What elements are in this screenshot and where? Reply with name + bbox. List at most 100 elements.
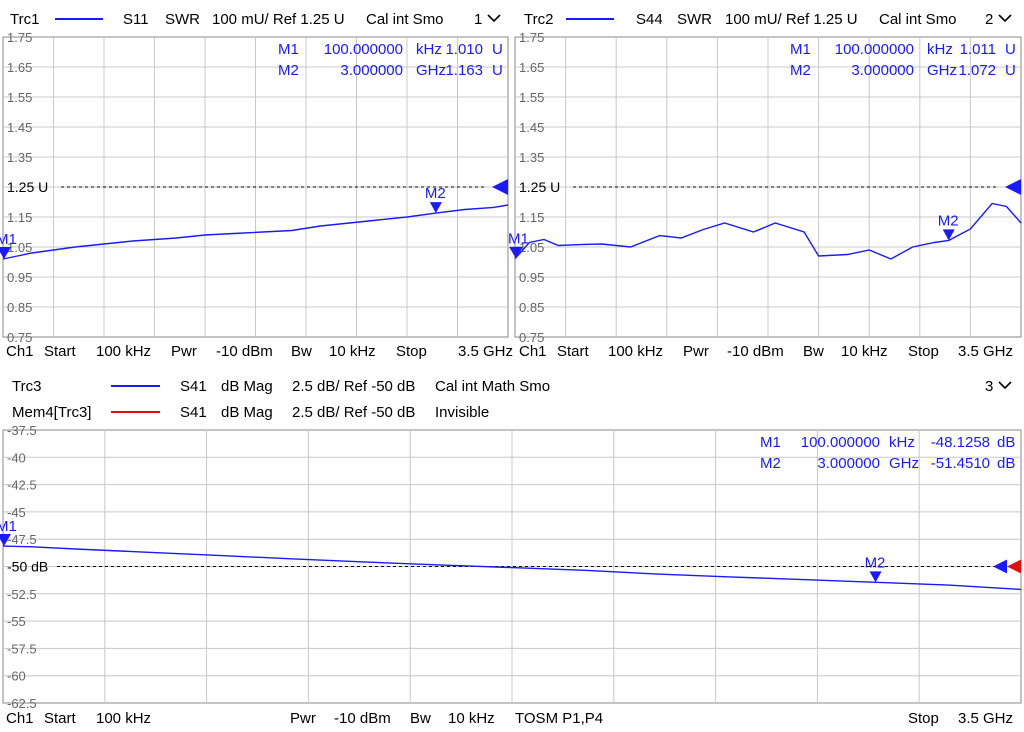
- chevron-down-icon[interactable]: [998, 14, 1012, 23]
- y-tick-label: 0.95: [7, 270, 32, 285]
- y-tick-label: 1.05: [519, 240, 544, 255]
- trace-flags: Cal int Math Smo: [435, 378, 550, 395]
- marker-value-unit: U: [1005, 62, 1016, 79]
- trace-param[interactable]: S44: [636, 11, 663, 28]
- memory-format[interactable]: dB Mag: [221, 404, 273, 421]
- memory-trace-name[interactable]: Mem4[Trc3]: [12, 404, 91, 421]
- y-tick-label: 1.35: [7, 150, 32, 165]
- trace-scale[interactable]: 100 mU/ Ref 1.25 U: [212, 11, 345, 28]
- marker-triangle[interactable]: [509, 246, 523, 259]
- trace-scale[interactable]: 100 mU/ Ref 1.25 U: [725, 11, 858, 28]
- bandwidth-value[interactable]: 10 kHz: [329, 343, 376, 360]
- calibration-label[interactable]: TOSM P1,P4: [515, 710, 603, 727]
- stop-value[interactable]: 3.5 GHz: [458, 343, 513, 360]
- start-value[interactable]: 100 kHz: [608, 343, 663, 360]
- marker-value: 1.011: [960, 41, 996, 58]
- marker-freq: 3.000000: [340, 62, 403, 79]
- marker-freq-unit: GHz: [927, 62, 957, 79]
- y-tick-label: 1.45: [519, 120, 544, 135]
- marker-triangle[interactable]: [942, 229, 955, 241]
- marker-tag: M1: [508, 231, 529, 248]
- y-tick-label: -52.5: [7, 587, 37, 602]
- trace-name[interactable]: Trc3: [12, 378, 41, 395]
- power-value[interactable]: -10 dBm: [216, 343, 273, 360]
- marker-tag: M2: [938, 212, 959, 229]
- panel-header: Trc2 S44 SWR 100 mU/ Ref 1.25 U Cal int …: [524, 11, 1012, 28]
- trace-name[interactable]: Trc1: [10, 11, 39, 28]
- window-number[interactable]: 3: [985, 378, 993, 395]
- y-tick-label: -47.5: [7, 532, 37, 547]
- marker-value: 1.010: [445, 41, 483, 58]
- start-label: Start: [44, 710, 77, 727]
- marker-triangle[interactable]: [429, 202, 442, 214]
- marker-label: M2: [790, 62, 811, 79]
- plot-area[interactable]: 1.75 1.65 1.55 1.45 1.35 1.25 U 1.15 1.05 0.95 0.…: [508, 30, 1022, 345]
- chevron-down-icon[interactable]: [998, 381, 1012, 390]
- panel-trc3: Trc3 S41 dB Mag 2.5 dB/ Ref -50 dB Cal i…: [0, 378, 1022, 727]
- trace-line: [2, 545, 1022, 591]
- marker-triangle[interactable]: [0, 534, 11, 547]
- trace-format[interactable]: SWR: [677, 11, 712, 28]
- panel-trc2: Trc2 S44 SWR 100 mU/ Ref 1.25 U Cal int …: [508, 11, 1022, 360]
- marker-label: M2: [760, 455, 781, 472]
- y-tick-label: -60: [7, 669, 26, 684]
- trace-line: [2, 204, 509, 260]
- marker-triangle[interactable]: [0, 247, 11, 259]
- memory-param[interactable]: S41: [180, 404, 207, 421]
- reference-arrow[interactable]: [1005, 179, 1021, 195]
- marker-label: M1: [278, 41, 299, 58]
- bandwidth-label: Bw: [291, 343, 312, 360]
- start-value[interactable]: 100 kHz: [96, 710, 151, 727]
- channel-label[interactable]: Ch1: [519, 343, 547, 360]
- stop-value[interactable]: 3.5 GHz: [958, 343, 1013, 360]
- trace-format[interactable]: dB Mag: [221, 378, 273, 395]
- reference-arrow[interactable]: [993, 559, 1007, 574]
- trace-param[interactable]: S11: [123, 11, 149, 28]
- plot-area[interactable]: -37.5 -40 -42.5 -45 -47.5 -50 dB -52.5 -55 -57.5…: [0, 423, 1022, 711]
- y-tick-label: 1.65: [7, 60, 32, 75]
- y-tick-label: 0.75: [519, 330, 544, 345]
- marker-freq-unit: GHz: [416, 62, 446, 79]
- memory-reference-arrow[interactable]: [1007, 559, 1021, 574]
- channel-label[interactable]: Ch1: [6, 343, 34, 360]
- window-number[interactable]: 1: [474, 11, 482, 28]
- marker-tag: M2: [865, 554, 886, 571]
- channel-footer: Ch1 Start 100 kHz Pwr -10 dBm Bw 10 kHz …: [519, 343, 1013, 360]
- marker-value-unit: dB: [997, 455, 1015, 472]
- trace-param[interactable]: S41: [180, 378, 207, 395]
- trace-flags: Cal int Smo: [366, 11, 444, 28]
- y-tick-label: 1.65: [519, 60, 544, 75]
- y-tick-label: 1.75: [519, 30, 544, 45]
- power-value[interactable]: -10 dBm: [334, 710, 391, 727]
- power-label: Pwr: [171, 343, 197, 360]
- marker-triangle[interactable]: [869, 571, 882, 583]
- chevron-down-icon[interactable]: [487, 14, 501, 23]
- bandwidth-value[interactable]: 10 kHz: [841, 343, 888, 360]
- y-tick-label: 1.35: [519, 150, 544, 165]
- y-tick-label: 1.25 U: [7, 179, 48, 195]
- y-tick-label: -37.5: [7, 423, 37, 438]
- y-tick-label: -40: [7, 450, 26, 465]
- marker-value: -51.4510: [931, 455, 990, 472]
- plot-area[interactable]: 1.75 1.65 1.55 1.45 1.35 1.25 U 1.15 1.05 0.95 0.…: [0, 30, 509, 345]
- marker-value: 1.163: [445, 62, 483, 79]
- start-value[interactable]: 100 kHz: [96, 343, 151, 360]
- y-tick-label: -42.5: [7, 478, 37, 493]
- marker-tag: M2: [425, 185, 446, 202]
- reference-arrow[interactable]: [492, 179, 508, 195]
- trace-scale[interactable]: 2.5 dB/ Ref -50 dB: [292, 378, 415, 395]
- channel-label[interactable]: Ch1: [6, 710, 34, 727]
- memory-scale[interactable]: 2.5 dB/ Ref -50 dB: [292, 404, 415, 421]
- bandwidth-label: Bw: [803, 343, 824, 360]
- bandwidth-value[interactable]: 10 kHz: [448, 710, 495, 727]
- marker-value: 1.072: [958, 62, 996, 79]
- stop-value[interactable]: 3.5 GHz: [958, 710, 1013, 727]
- trace-format[interactable]: SWR: [165, 11, 200, 28]
- marker-label: M1: [790, 41, 811, 58]
- window-number[interactable]: 2: [985, 11, 993, 28]
- trace-name[interactable]: Trc2: [524, 11, 553, 28]
- marker-freq: 100.000000: [835, 41, 914, 58]
- marker-freq: 3.000000: [817, 455, 880, 472]
- marker-freq-unit: kHz: [927, 41, 953, 58]
- power-value[interactable]: -10 dBm: [727, 343, 784, 360]
